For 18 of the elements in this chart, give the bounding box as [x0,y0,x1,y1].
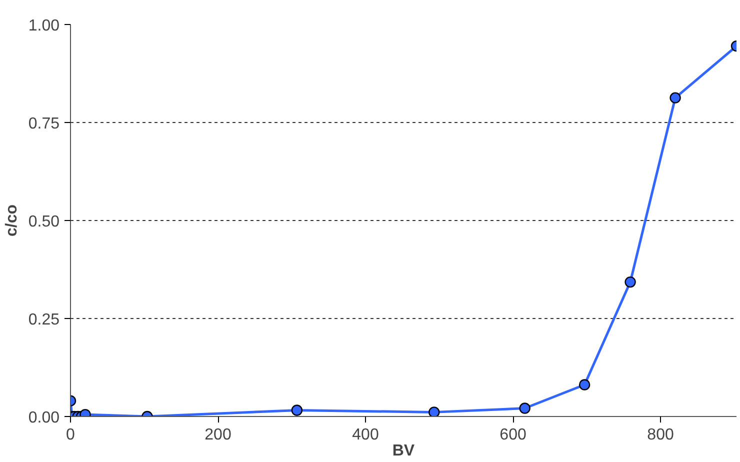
x-tick-label: 0 [66,426,76,444]
point [519,402,530,414]
y-tick-label: 0.75 [28,116,60,132]
y-tick-label: 1.00 [28,18,60,34]
y-axis-title: c/co [3,204,20,237]
x-tick-label: 400 [352,426,379,444]
x-tick-label: 800 [647,426,674,444]
x-tick-label: 200 [204,426,232,444]
point [670,92,681,104]
y-tick-label: 0.00 [28,410,60,426]
x-tick-label: 600 [500,426,526,444]
y-tick-label: 0.50 [28,214,60,230]
point [291,404,303,416]
x-axis-title: BV [392,442,415,460]
point [428,406,440,416]
point [624,276,636,288]
point [578,379,590,390]
y-tick-label: 0.25 [28,312,60,328]
